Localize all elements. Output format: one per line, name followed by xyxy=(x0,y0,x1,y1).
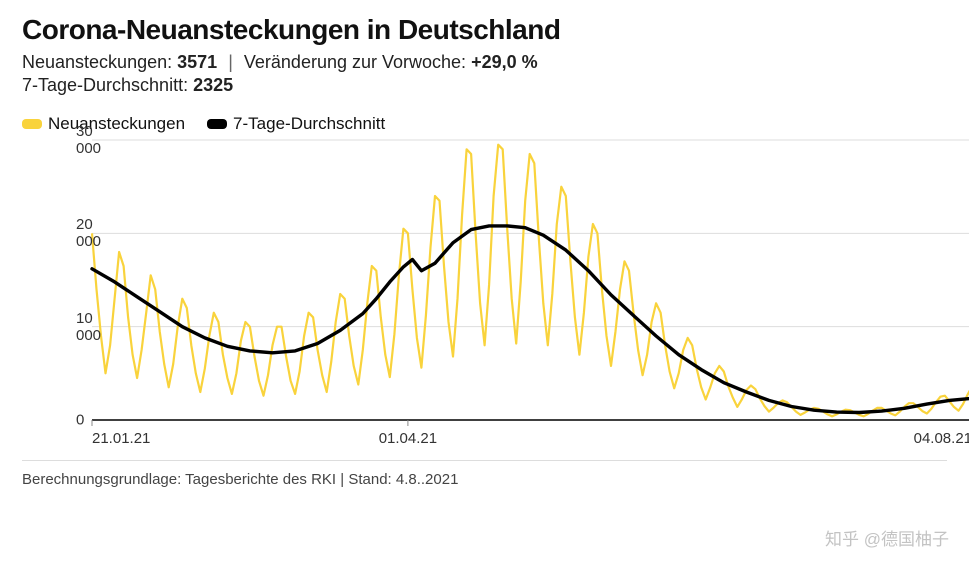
y-tick-label: 0 xyxy=(76,412,84,429)
x-tick-label: 01.04.21 xyxy=(379,430,437,447)
stat2-label: Veränderung zur Vorwoche: xyxy=(244,52,466,72)
legend-swatch-daily xyxy=(22,119,42,129)
chart-legend: Neuansteckungen 7-Tage-Durchschnitt xyxy=(22,114,947,134)
stat2-value: +29,0 % xyxy=(471,52,538,72)
stat-line-2: 7-Tage-Durchschnitt: 2325 xyxy=(22,75,947,96)
y-tick-label: 10 000 xyxy=(76,310,84,344)
stat-separator: | xyxy=(228,52,233,72)
stat-line-1: Neuansteckungen: 3571 | Veränderung zur … xyxy=(22,52,947,73)
series-daily-line xyxy=(92,145,969,417)
stat1-label: Neuansteckungen: xyxy=(22,52,172,72)
legend-label-daily: Neuansteckungen xyxy=(48,114,185,134)
watermark-text: 知乎 @德国柚子 xyxy=(825,525,949,550)
stat3-value: 2325 xyxy=(193,75,233,95)
x-tick-label: 21.01.21 xyxy=(92,430,150,447)
y-tick-label: 30 000 xyxy=(76,123,84,157)
chart-title: Corona-Neuansteckungen in Deutschland xyxy=(22,14,947,46)
stat1-value: 3571 xyxy=(177,52,217,72)
legend-item-avg: 7-Tage-Durchschnitt xyxy=(207,114,385,134)
chart-area: 010 00020 00030 00021.01.2101.04.2104.08… xyxy=(92,140,969,420)
y-tick-label: 20 000 xyxy=(76,216,84,250)
legend-item-daily: Neuansteckungen xyxy=(22,114,185,134)
legend-swatch-avg xyxy=(207,119,227,129)
chart-footer: Berechnungsgrundlage: Tagesberichte des … xyxy=(22,460,947,488)
x-tick-label: 04.08.21 xyxy=(914,430,969,447)
line-chart-svg xyxy=(92,140,969,420)
series-avg-line xyxy=(92,226,969,413)
stat3-label: 7-Tage-Durchschnitt: xyxy=(22,75,188,95)
legend-label-avg: 7-Tage-Durchschnitt xyxy=(233,114,385,134)
